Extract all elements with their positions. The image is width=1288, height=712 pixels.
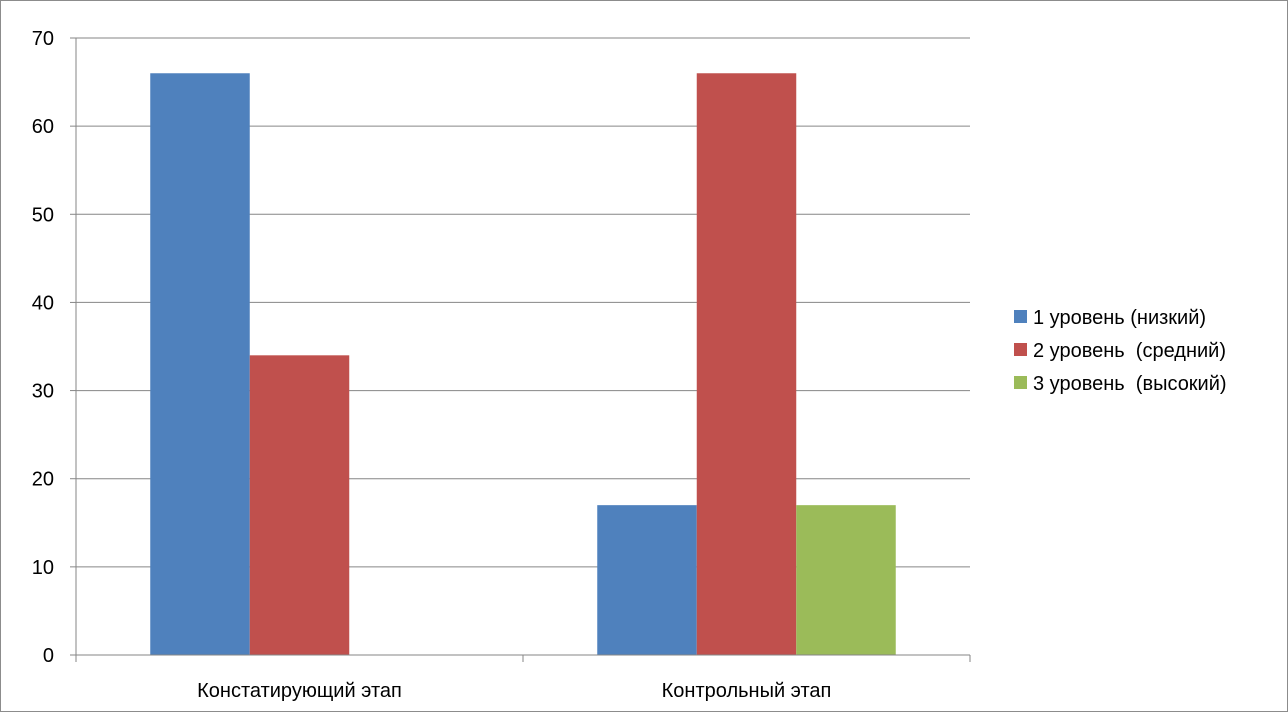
- y-axis-tick-labels: 0 10 20 30 40 50 60 70: [32, 28, 54, 667]
- y-tick-label: 30: [32, 381, 54, 403]
- y-tick-label: 50: [32, 204, 54, 226]
- bar: [696, 73, 797, 655]
- x-category-label: Контрольный этап: [662, 680, 832, 702]
- x-axis-category-labels: Констатирующий этап Контрольный этап: [197, 680, 831, 702]
- y-tick-label: 70: [32, 28, 54, 50]
- legend-label: 3 уровень (высокий): [1033, 373, 1227, 395]
- legend-label: 2 уровень (средний): [1033, 340, 1226, 362]
- legend: 1 уровень (низкий) 2 уровень (средний) 3 у…: [1014, 307, 1227, 395]
- y-tick-label: 0: [43, 645, 54, 667]
- bar: [796, 505, 896, 655]
- legend-swatch: [1014, 376, 1027, 389]
- bar: [249, 355, 350, 655]
- y-tick-label: 60: [32, 116, 54, 138]
- y-tick-label: 20: [32, 469, 54, 491]
- bar: [150, 73, 250, 655]
- legend-label: 1 уровень (низкий): [1033, 307, 1206, 329]
- legend-swatch: [1014, 310, 1027, 323]
- x-category-label: Констатирующий этап: [197, 680, 402, 702]
- bars: [150, 73, 896, 655]
- y-tick-label: 10: [32, 557, 54, 579]
- bar: [597, 505, 697, 655]
- axes: [70, 37, 971, 662]
- y-tick-label: 40: [32, 292, 54, 314]
- legend-swatch: [1014, 343, 1027, 356]
